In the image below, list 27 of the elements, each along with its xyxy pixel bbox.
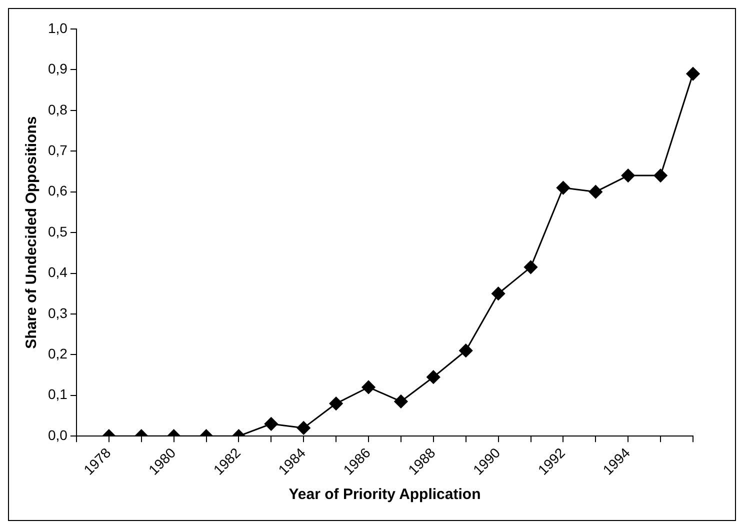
y-tick-label: 0,9 <box>48 60 68 77</box>
y-tick-label: 0,6 <box>48 182 68 199</box>
point <box>459 344 473 358</box>
y-tick-label: 0,4 <box>48 264 68 280</box>
point <box>492 286 506 300</box>
point <box>296 421 310 435</box>
point <box>264 417 278 431</box>
point <box>686 67 700 81</box>
y-tick-label: 0,5 <box>48 223 68 240</box>
y-axis-title: Share of Undecided Oppositions <box>23 116 40 349</box>
point <box>654 168 668 182</box>
point <box>588 185 602 199</box>
y-tick-label: 0,7 <box>48 142 68 158</box>
point <box>621 168 635 182</box>
y-tick-label: 0,1 <box>48 386 68 402</box>
y-tick-label: 0,3 <box>48 304 68 321</box>
x-axis-title: Year of Priority Application <box>288 486 481 504</box>
y-tick-label: 0,8 <box>48 101 68 118</box>
y-tick-label: 0,2 <box>48 346 68 362</box>
point <box>556 181 570 195</box>
point <box>362 380 376 394</box>
point <box>524 260 538 274</box>
y-tick-label: 0,0 <box>48 426 68 443</box>
y-tick-label: 1,0 <box>48 20 68 36</box>
point <box>394 394 408 408</box>
point <box>329 396 343 410</box>
point <box>426 370 440 384</box>
